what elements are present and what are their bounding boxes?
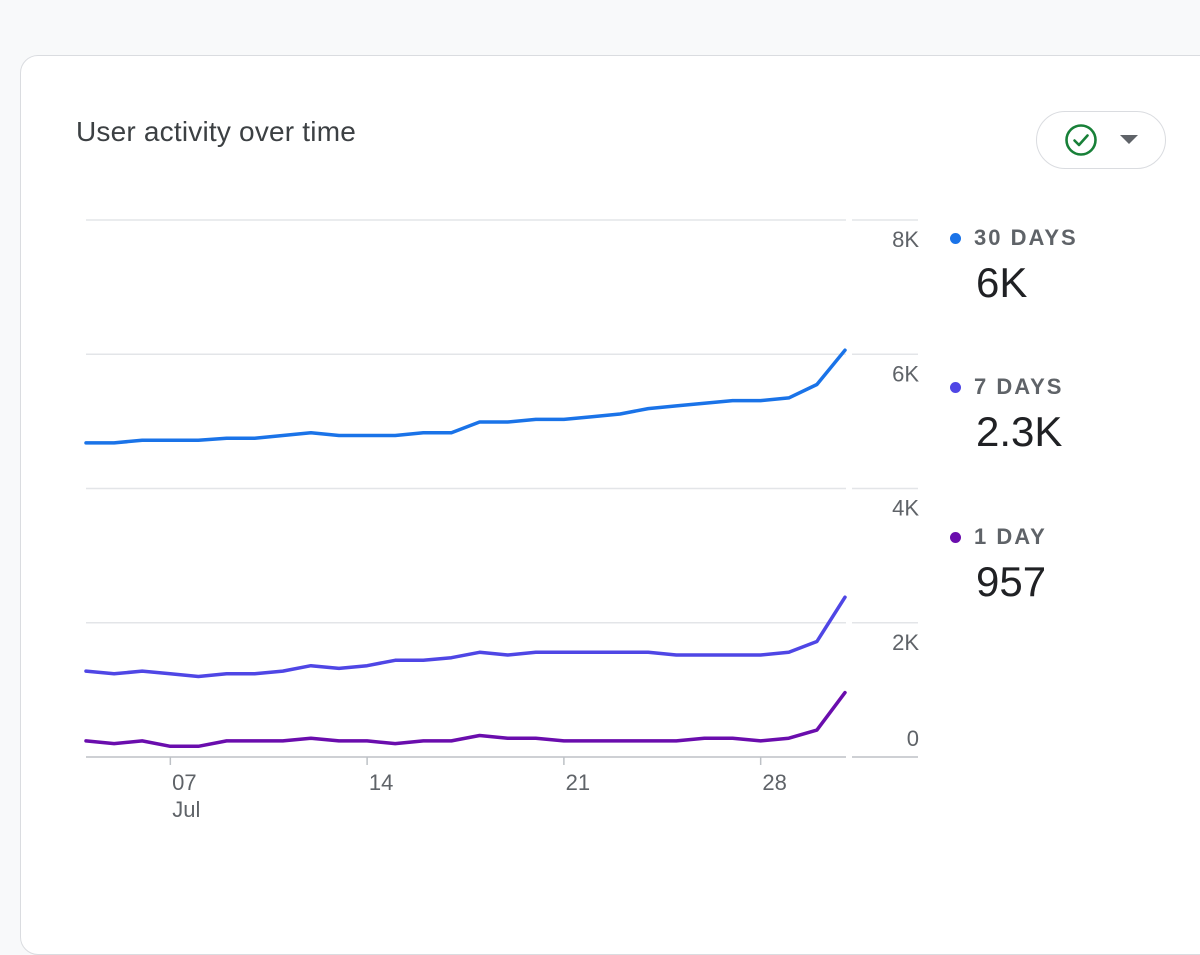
legend-dot-7-days bbox=[950, 381, 961, 393]
legend-value-30-days: 6K bbox=[976, 259, 1028, 306]
check-circle-icon bbox=[1064, 123, 1098, 157]
x-tick-label: 21 bbox=[566, 770, 590, 795]
gridline-gap-1 bbox=[846, 620, 852, 625]
caret-down-icon bbox=[1120, 135, 1138, 145]
x-tick-label: 07 bbox=[172, 770, 196, 795]
card-title: User activity over time bbox=[76, 116, 356, 147]
series-line-7-days bbox=[84, 595, 847, 679]
status-dropdown-button[interactable] bbox=[1036, 111, 1166, 169]
gridline-gap-4 bbox=[846, 218, 852, 222]
series-line-1-day bbox=[84, 690, 847, 749]
gridline-gap-3 bbox=[846, 352, 852, 357]
y-tick-label: 2K bbox=[892, 630, 919, 655]
legend-value-1-day: 957 bbox=[976, 558, 1047, 605]
legend-item-7-days: 7 DAYS 2.3K bbox=[950, 374, 1063, 456]
x-tick-label: 14 bbox=[369, 770, 393, 795]
user-activity-card: User activity over time bbox=[20, 55, 1200, 955]
legend-item-30-days: 30 DAYS 6K bbox=[950, 225, 1078, 307]
legend-item-1-day: 1 DAY 957 bbox=[950, 524, 1047, 606]
gridline-gap-2 bbox=[846, 486, 852, 491]
legend-dot-1-day bbox=[950, 531, 961, 543]
legend-label-7-days: 7 DAYS bbox=[974, 374, 1064, 399]
y-tick-label: 6K bbox=[892, 361, 919, 386]
y-tick-label: 0 bbox=[907, 726, 919, 751]
y-tick-label: 4K bbox=[892, 496, 919, 521]
gridline-gap-0 bbox=[846, 755, 852, 759]
legend-label-30-days: 30 DAYS bbox=[974, 225, 1078, 250]
x-tick-sublabel: Jul bbox=[172, 797, 200, 822]
legend-label-1-day: 1 DAY bbox=[974, 524, 1047, 549]
legend-dot-30-days bbox=[950, 232, 961, 244]
legend-value-7-days: 2.3K bbox=[976, 408, 1063, 455]
x-tick-label: 28 bbox=[762, 770, 786, 795]
y-tick-label: 8K bbox=[892, 227, 919, 252]
series-line-30-days bbox=[84, 348, 847, 445]
